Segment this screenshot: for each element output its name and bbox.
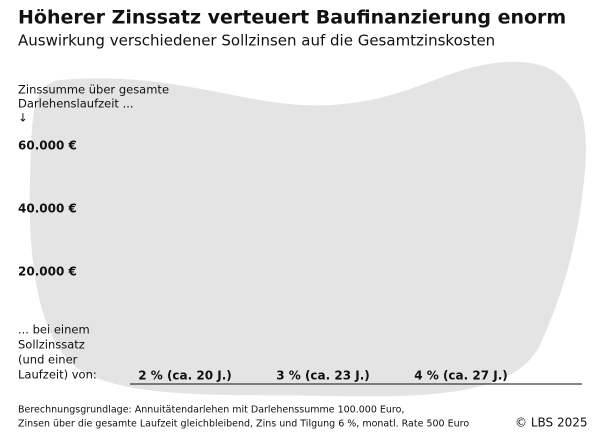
y-tick-label: 20.000 € [18, 265, 77, 279]
y-axis-label: Darlehenslaufzeit ... [18, 97, 134, 111]
x-axis-label: ... bei einem [18, 323, 90, 337]
x-tick-label: 4 % (ca. 27 J.) [414, 369, 508, 383]
x-axis-label: Sollzinssatz [18, 338, 85, 352]
background-blob [29, 61, 586, 397]
chart-title: Höherer Zinssatz verteuert Baufinanzieru… [18, 7, 566, 29]
chart-subtitle: Auswirkung verschiedener Sollzinsen auf … [18, 32, 495, 50]
x-tick-label: 2 % (ca. 20 J.) [138, 369, 232, 383]
x-tick-label: 3 % (ca. 23 J.) [276, 369, 370, 383]
y-tick-label: 40.000 € [18, 202, 77, 216]
x-axis-label: (und einer [18, 353, 78, 367]
y-axis-label: ↓ [18, 111, 28, 125]
y-tick-label: 60.000 € [18, 139, 77, 153]
source: © LBS 2025 [515, 416, 588, 430]
y-axis-label: Zinssumme über gesamte [18, 83, 169, 97]
footnote: Zinsen über die gesamte Laufzeit gleichb… [18, 419, 469, 430]
footnote: Berechnungsgrundlage: Annuitätendarlehen… [18, 405, 404, 416]
x-axis-label: Laufzeit) von: [18, 368, 97, 382]
